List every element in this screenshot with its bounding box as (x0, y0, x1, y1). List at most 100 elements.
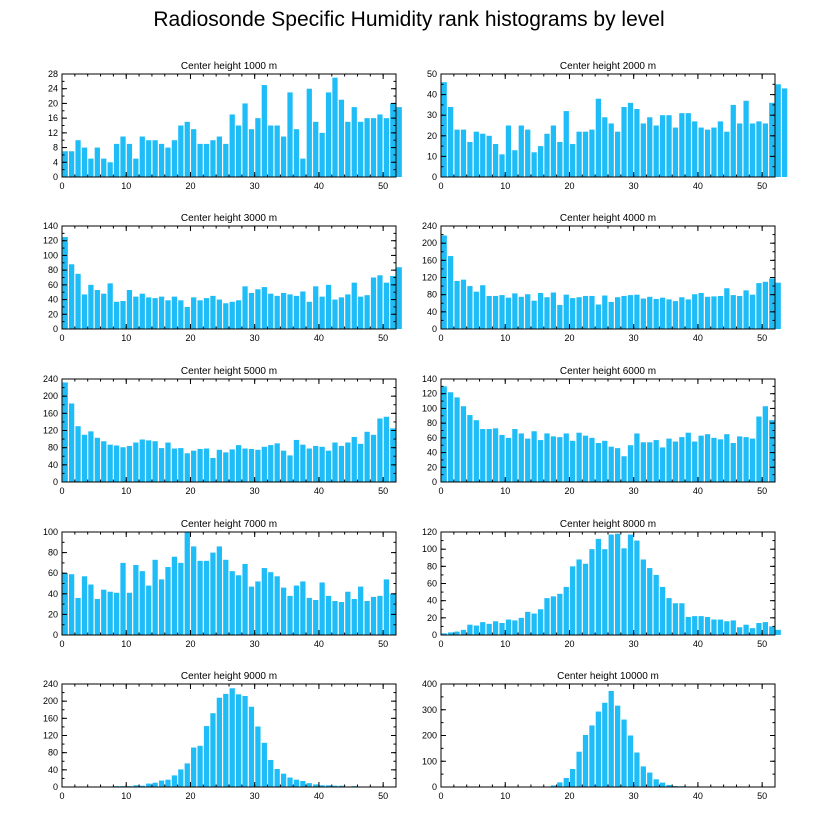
x-tick-label: 50 (378, 791, 388, 801)
histogram-bar (165, 147, 171, 177)
histogram-bar (595, 538, 601, 635)
histogram-bar (216, 546, 222, 635)
histogram-bar (383, 579, 389, 635)
histogram-bar (672, 603, 679, 635)
histogram-bar (332, 77, 338, 177)
histogram-bar (223, 693, 229, 787)
histogram-bar (505, 437, 512, 482)
x-tick-label: 20 (564, 791, 574, 801)
histogram-bar (146, 783, 152, 787)
histogram-bar (737, 436, 743, 482)
y-tick-label: 8 (53, 143, 58, 153)
y-tick-label: 100 (422, 403, 437, 413)
histogram-bar (582, 131, 589, 177)
panel-title: Center height 2000 m (560, 61, 656, 72)
x-tick-label: 50 (378, 486, 388, 496)
histogram-bar (229, 688, 235, 787)
histogram-bar (396, 267, 402, 329)
histogram-bar (229, 571, 235, 635)
histogram-bar (550, 596, 557, 635)
histogram-bar (544, 433, 550, 482)
histogram-bar (113, 592, 120, 635)
x-tick-label: 30 (250, 181, 260, 191)
histogram-bar (370, 277, 377, 329)
histogram-bar (769, 102, 775, 177)
histogram-bar (203, 448, 210, 482)
histogram-bar (762, 281, 768, 329)
histogram-bar (107, 283, 113, 329)
histogram-bar (775, 629, 781, 635)
histogram-bar (666, 115, 672, 177)
histogram-bar (775, 84, 781, 177)
histogram-bar (550, 292, 557, 329)
histogram-bar (358, 296, 364, 329)
histogram-bar (653, 440, 659, 482)
histogram-bar (576, 559, 582, 635)
histogram-bar (627, 445, 634, 482)
histogram-bar (537, 440, 544, 482)
x-tick-label: 0 (59, 791, 64, 801)
histogram-bar (75, 597, 81, 635)
y-tick-label: 400 (422, 679, 437, 689)
histogram-bar (666, 784, 672, 787)
histogram-bar (236, 445, 242, 482)
histogram-bar (223, 559, 229, 635)
histogram-bar (666, 598, 672, 635)
histogram-bar (589, 295, 595, 329)
histogram-bar (499, 295, 505, 329)
histogram-bar (126, 445, 133, 482)
histogram-bar (69, 151, 75, 177)
histogram-bar (698, 292, 704, 329)
histogram-bar (531, 613, 537, 635)
histogram-bar (602, 549, 608, 635)
histogram-bar (133, 158, 139, 177)
y-tick-label: 100 (43, 527, 58, 537)
histogram-bar (698, 435, 704, 482)
histogram-bar (486, 623, 492, 635)
histogram-bar (345, 442, 351, 482)
histogram-bar (216, 136, 222, 177)
y-tick-label: 28 (48, 69, 58, 79)
histogram-bar (518, 617, 524, 635)
histogram-bar (268, 293, 274, 329)
histogram-bar (313, 121, 319, 177)
y-tick-label: 24 (48, 84, 58, 94)
histogram-bar (101, 441, 107, 482)
histogram-bar (88, 584, 94, 635)
histogram-bar (242, 563, 248, 635)
histogram-bar (75, 273, 81, 329)
y-tick-label: 0 (53, 782, 58, 792)
histogram-bar (557, 593, 563, 635)
y-tick-label: 80 (48, 748, 58, 758)
histogram-bar (358, 586, 364, 635)
histogram-bar (158, 780, 165, 787)
histogram-bar (486, 295, 492, 329)
y-tick-label: 10 (427, 151, 437, 161)
y-tick-label: 40 (427, 448, 437, 458)
histogram-bar (383, 416, 389, 482)
histogram-bar (236, 694, 242, 787)
histogram-bar (255, 581, 261, 635)
histogram-bar (351, 598, 357, 635)
histogram-bar (81, 294, 88, 329)
y-tick-label: 80 (427, 290, 437, 300)
histogram-bar (749, 294, 756, 329)
histogram-bar (525, 294, 531, 329)
y-tick-label: 0 (53, 172, 58, 182)
histogram-bar (602, 440, 608, 482)
histogram-bar (146, 440, 152, 482)
histogram-bar (467, 286, 473, 329)
histogram-bar (171, 448, 178, 482)
histogram-bar (325, 785, 332, 787)
histogram-bar (69, 264, 75, 329)
y-tick-label: 120 (43, 236, 58, 246)
histogram-bar (306, 597, 312, 635)
histogram-bar (640, 442, 646, 482)
histogram-bar (107, 591, 113, 635)
histogram-bar (242, 696, 248, 787)
histogram-bar (460, 279, 467, 329)
histogram-bar (756, 622, 762, 635)
x-tick-label: 30 (250, 486, 260, 496)
histogram-bar (762, 406, 768, 482)
histogram-bar (69, 574, 75, 635)
